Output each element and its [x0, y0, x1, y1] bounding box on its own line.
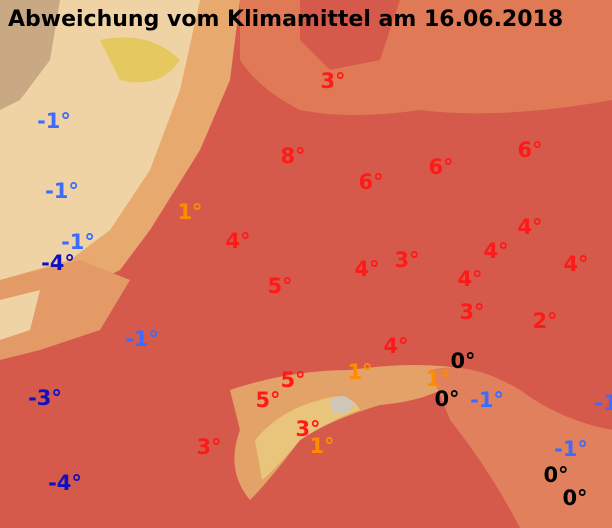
- temperature-label: 5°: [255, 388, 280, 412]
- alps-core: [255, 396, 360, 480]
- temperature-label: 4°: [225, 229, 250, 253]
- temperature-label: 3°: [196, 435, 221, 459]
- temperature-label: 1°: [425, 367, 450, 391]
- temperature-label: 4°: [483, 239, 508, 263]
- temperature-label: -1°: [554, 437, 588, 461]
- temperature-label: -4°: [48, 471, 82, 495]
- temperature-label: 2°: [532, 309, 557, 333]
- temperature-label: -1°: [125, 327, 159, 351]
- temperature-label: 3°: [320, 69, 345, 93]
- alps-zone: [230, 365, 470, 500]
- temperature-label: 6°: [428, 155, 453, 179]
- nw-zone: [0, 0, 60, 110]
- temperature-label: -1°: [45, 179, 79, 203]
- temperature-label: 4°: [457, 267, 482, 291]
- temperature-label: 0°: [434, 387, 459, 411]
- temperature-label: 4°: [517, 215, 542, 239]
- temperature-label: -1: [594, 391, 612, 415]
- italy-zone: [430, 367, 612, 528]
- biscay-zone: [0, 260, 130, 360]
- temperature-label: -3°: [28, 386, 62, 410]
- temperature-label: 0°: [562, 486, 587, 510]
- temperature-label: 6°: [517, 138, 542, 162]
- temperature-label: 4°: [383, 334, 408, 358]
- temperature-label: -4°: [41, 251, 75, 275]
- temperature-label: -1°: [61, 230, 95, 254]
- temperature-label: 0°: [450, 349, 475, 373]
- temperature-label: 5°: [267, 274, 292, 298]
- map-title: Abweichung vom Klimamittel am 16.06.2018: [8, 7, 563, 32]
- temperature-label: -1°: [470, 388, 504, 412]
- scandinavia: [300, 0, 400, 70]
- temperature-label: 3°: [459, 300, 484, 324]
- temperature-label: 3°: [295, 417, 320, 441]
- temperature-label: 8°: [280, 144, 305, 168]
- temperature-label: 1°: [347, 360, 372, 384]
- temperature-label: 1°: [177, 200, 202, 224]
- yellow-zone: [100, 37, 180, 83]
- temperature-label: 4°: [563, 252, 588, 276]
- temperature-label: 1°: [309, 434, 334, 458]
- temperature-label: 4°: [354, 257, 379, 281]
- temperature-label: 3°: [394, 248, 419, 272]
- temperature-label: 6°: [358, 170, 383, 194]
- temperature-label: 0°: [543, 463, 568, 487]
- temperature-label: -1°: [37, 109, 71, 133]
- alps-peak: [330, 396, 355, 414]
- temperature-label: 5°: [280, 368, 305, 392]
- coast-zone: [0, 290, 40, 340]
